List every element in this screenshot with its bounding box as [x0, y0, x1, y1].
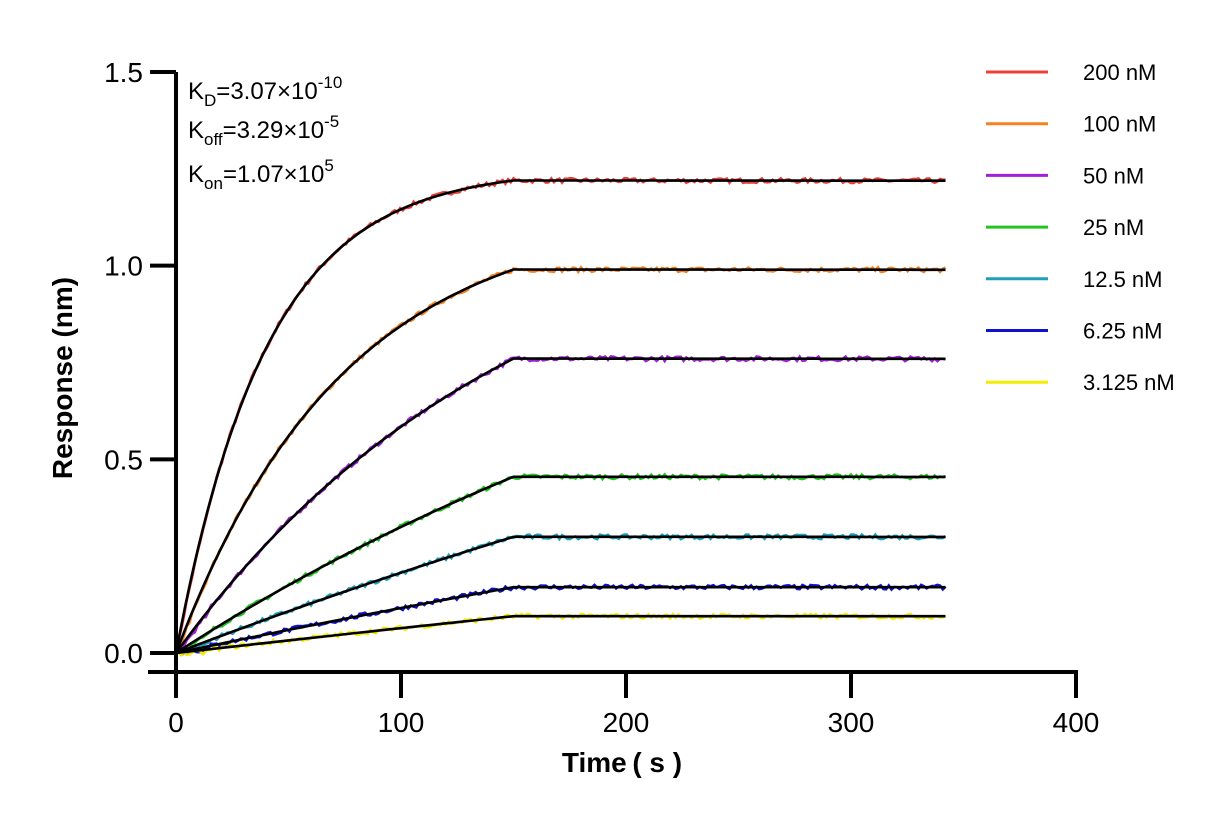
series-3-125-nm-fit	[175, 614, 946, 655]
legend: 200 nM 100 nM 50 nM 25 nM 12.5 nM 6.25 nM 3.12…	[986, 60, 1175, 395]
y-tick-label: 1.0	[104, 251, 143, 282]
legend-label: 6.25 nM	[1083, 319, 1163, 344]
legend-label: 100 nM	[1083, 112, 1156, 137]
kon-annotation: Kon=1.07×105	[188, 156, 334, 193]
legend-label: 3.125 nM	[1083, 370, 1175, 395]
series-12-5-nm-fit	[175, 535, 946, 655]
legend-label: 50 nM	[1083, 163, 1144, 188]
legend-label: 12.5 nM	[1083, 267, 1163, 292]
series-50-nm-line	[174, 354, 946, 654]
y-axis-title: Response (nm)	[47, 277, 78, 479]
series-200-nm-fit	[174, 179, 946, 654]
y-tick-label: 1.5	[104, 57, 143, 88]
koff-annotation: Koff=3.29×10-5	[188, 112, 339, 149]
legend-label: 200 nM	[1083, 60, 1156, 85]
series-6-25-nm-line	[175, 583, 947, 657]
x-ticks: 0 100 200 300 400	[168, 672, 1099, 738]
x-tick-label: 400	[1053, 707, 1100, 738]
kinetic-constants: KD=3.07×10-10 Koff=3.29×10-5 Kon=1.07×10…	[188, 73, 342, 193]
series-200-nm-line	[174, 176, 946, 654]
curves-layer	[174, 176, 947, 657]
series-12-5-nm-line	[175, 532, 947, 657]
y-tick-label: 0.0	[104, 638, 143, 669]
series-25-nm-fit	[175, 475, 946, 655]
series-100-nm-line	[174, 264, 947, 654]
kd-annotation: KD=3.07×10-10	[188, 73, 342, 110]
series-3-125-nm-line	[175, 611, 946, 657]
x-tick-label: 200	[603, 707, 650, 738]
series-100-nm-fit	[174, 268, 946, 654]
x-tick-label: 100	[378, 707, 425, 738]
series-6-25-nm-fit	[175, 585, 946, 655]
y-ticks: 0.0 0.5 1.0 1.5	[104, 57, 176, 669]
x-axis-title: Time ( s )	[562, 747, 682, 778]
y-tick-label: 0.5	[104, 444, 143, 475]
series-50-nm-fit	[174, 357, 946, 654]
axes	[148, 72, 1078, 674]
x-tick-label: 0	[168, 707, 184, 738]
x-tick-label: 300	[828, 707, 875, 738]
legend-label: 25 nM	[1083, 215, 1144, 240]
